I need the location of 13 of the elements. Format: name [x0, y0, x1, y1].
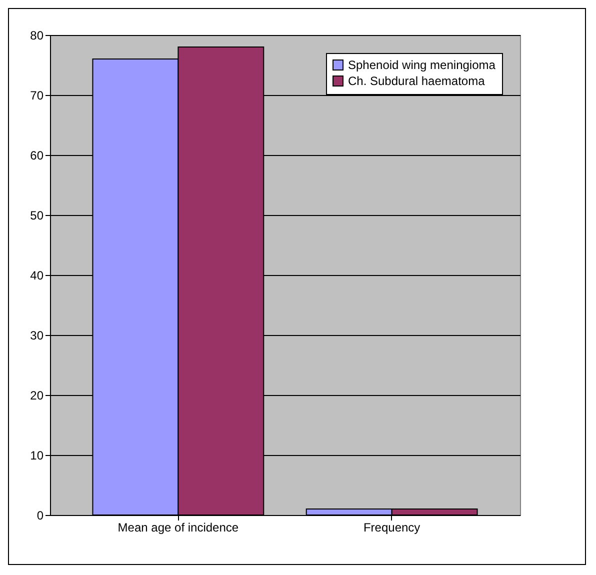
y-tick-label: 0 — [36, 508, 44, 522]
y-tick-label: 70 — [30, 88, 44, 102]
y-tick-label: 60 — [30, 148, 44, 162]
y-tick-label: 50 — [30, 208, 44, 222]
y-tick-label: 10 — [30, 448, 44, 462]
y-tick-label: 30 — [30, 328, 44, 342]
y-tick-label: 20 — [30, 388, 44, 402]
legend-label: Sphenoid wing meningioma — [348, 58, 496, 72]
y-tick-label: 80 — [30, 28, 44, 42]
y-tick-label: 40 — [30, 268, 44, 282]
x-tick-label: Frequency — [363, 520, 420, 534]
x-tick-label: Mean age of incidence — [118, 520, 239, 534]
legend-label: Ch. Subdural haematoma — [348, 74, 486, 88]
